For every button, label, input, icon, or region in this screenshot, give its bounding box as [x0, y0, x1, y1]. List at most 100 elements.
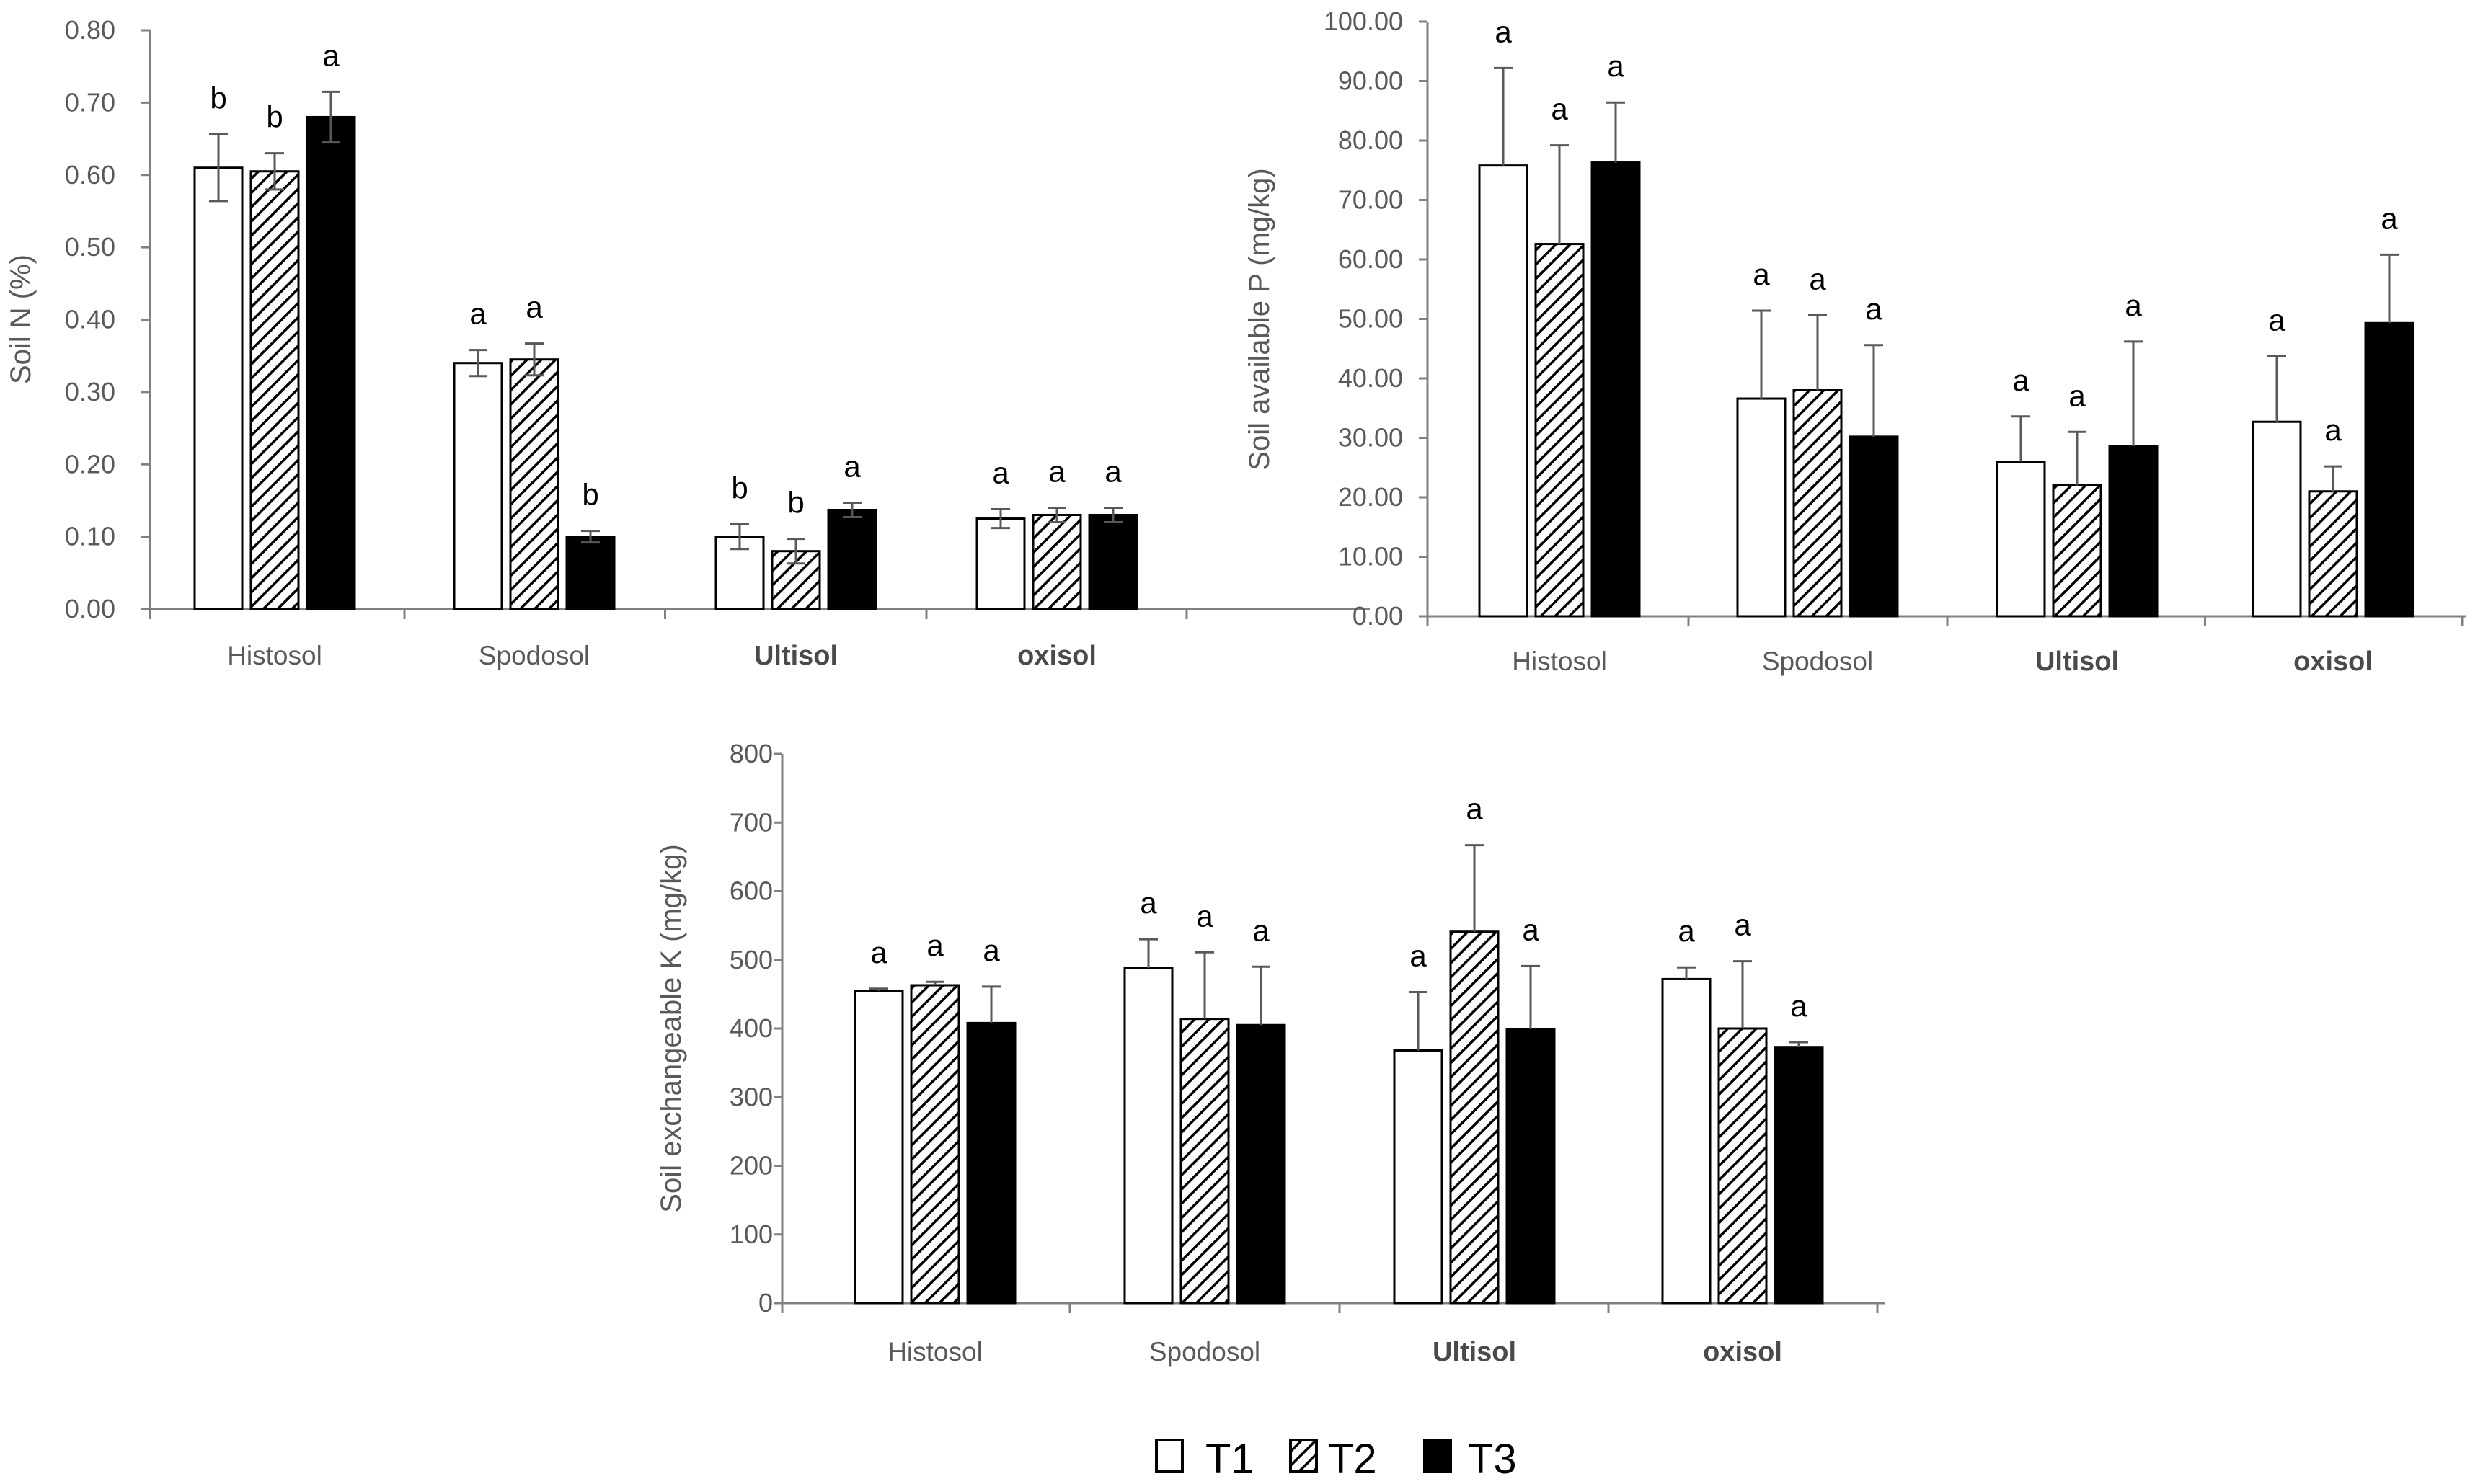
significance-letter: a	[844, 449, 861, 483]
x-category-label: Spodosol	[1762, 647, 1873, 676]
x-category-label: oxisol	[2293, 647, 2373, 677]
soil-p-chart: 0.00 10.00 20.00 30.00 40.00 50.00 60.00 70.00 8…	[1244, 6, 2466, 677]
legend-swatch-t3	[1423, 1439, 1452, 1473]
significance-letter: a	[1865, 292, 1882, 326]
y-tick-label: 20.00	[1338, 482, 1403, 512]
significance-letter: a	[1409, 939, 1427, 973]
significance-letter: a	[1105, 454, 1122, 488]
legend-label-t3: T3	[1468, 1436, 1517, 1483]
y-tick-label: 0.50	[65, 232, 115, 262]
bar-t1-histosol	[1478, 164, 1528, 618]
significance-letter: a	[1678, 914, 1695, 948]
x-category-label: Ultisol	[2035, 647, 2119, 677]
x-category-label: Spodosol	[1149, 1337, 1260, 1367]
bar-t3-ultisol	[1505, 1028, 1556, 1305]
x-category-label: oxisol	[1017, 641, 1097, 671]
bar-t3-oxisol	[1088, 514, 1138, 610]
bar-t2-oxisol	[1717, 1027, 1768, 1305]
x-category-label: Histosol	[887, 1337, 983, 1367]
y-tick-label: 0	[758, 1288, 773, 1318]
y-tick-label: 70.00	[1338, 185, 1403, 215]
y-tick-label: 700	[730, 807, 773, 837]
x-category-label: Ultisol	[1433, 1337, 1516, 1367]
significance-letter: a	[2268, 303, 2285, 337]
bar-t2-histosol	[249, 170, 300, 610]
legend-item-t3: T3	[1423, 1436, 1517, 1483]
bar-t1-spodosol	[453, 362, 503, 610]
y-tick-label: 0.80	[65, 15, 115, 45]
bar-t3-ultisol	[827, 508, 877, 610]
y-axis-title: Soil exchangeable K (mg/kg)	[655, 844, 687, 1212]
bar-t1-histosol	[193, 166, 244, 610]
significance-letter: a	[2068, 378, 2086, 412]
bar-t3-oxisol	[2364, 321, 2414, 618]
significance-letter: b	[787, 486, 804, 520]
legend-item-t1: T1	[1155, 1436, 1254, 1483]
y-tick-label: 60.00	[1338, 244, 1403, 274]
y-tick-label: 90.00	[1338, 66, 1403, 96]
significance-letter: b	[266, 100, 283, 134]
x-category-label: oxisol	[1703, 1337, 1782, 1367]
significance-letter: a	[1522, 912, 1539, 946]
bar-t1-spodosol	[1736, 397, 1787, 618]
bar-t3-histosol	[1590, 161, 1641, 618]
y-tick-label: 40.00	[1338, 363, 1403, 393]
significance-letter: b	[210, 81, 226, 115]
significance-letter: a	[1495, 14, 1512, 48]
significance-letter: a	[992, 456, 1009, 489]
bar-t1-oxisol	[975, 517, 1026, 610]
legend-label-t1: T1	[1205, 1436, 1254, 1483]
bar-t1-oxisol	[1661, 977, 1712, 1305]
y-tick-label: 400	[730, 1013, 773, 1043]
significance-letter: a	[2012, 363, 2029, 397]
bar-t2-spodosol	[509, 358, 559, 610]
bar-t2-ultisol	[1449, 930, 1500, 1305]
significance-letter: a	[1196, 899, 1213, 933]
bar-t3-ultisol	[2108, 445, 2159, 618]
bar-t1-ultisol	[1996, 461, 2046, 618]
bar-t1-spodosol	[1123, 967, 1174, 1305]
bar-t2-oxisol	[2308, 490, 2358, 618]
significance-letter: a	[1048, 454, 1066, 488]
y-tick-label: 100.00	[1324, 6, 1403, 36]
significance-letter: a	[1809, 262, 1826, 296]
significance-letter: a	[870, 936, 887, 969]
y-tick-label: 600	[730, 876, 773, 906]
y-tick-label: 0.00	[65, 594, 115, 623]
y-tick-label: 80.00	[1338, 125, 1403, 155]
soil-k-chart: 0 100 200 300 400 500 600 700 800 Histosol Spodoso…	[655, 739, 1885, 1367]
y-tick-label: 0.00	[1353, 601, 1403, 631]
significance-letter: a	[2125, 288, 2142, 322]
legend-item-t2: T2	[1289, 1436, 1377, 1483]
soil-n-chart: 0.00 0.10 0.20 0.30 0.40 0.50 0.60 0.70 0.80 Hist…	[5, 15, 1370, 671]
bar-t3-histosol	[306, 115, 356, 610]
significance-letter: a	[926, 928, 944, 962]
bar-t2-oxisol	[1032, 514, 1082, 610]
y-axis-title: Soil N (%)	[5, 254, 37, 384]
bar-t1-oxisol	[2252, 420, 2302, 618]
significance-letter: a	[1607, 49, 1624, 83]
y-tick-label: 0.30	[65, 377, 115, 406]
bar-t2-histosol	[910, 984, 960, 1305]
y-tick-label: 0.60	[65, 160, 115, 190]
x-category-label: Ultisol	[754, 641, 838, 671]
bar-t1-ultisol	[1393, 1049, 1443, 1305]
y-axis-title: Soil available P (mg/kg)	[1244, 168, 1275, 470]
y-tick-label: 100	[730, 1219, 773, 1249]
x-category-label: Spodosol	[479, 641, 590, 670]
bar-t2-ultisol	[2052, 484, 2102, 618]
y-tick-label: 200	[730, 1151, 773, 1181]
y-tick-label: 50.00	[1338, 304, 1403, 334]
significance-letter: b	[731, 471, 748, 505]
legend-swatch-t2	[1289, 1439, 1318, 1473]
x-category-label: Histosol	[227, 641, 322, 670]
bar-t3-spodosol	[565, 536, 616, 610]
significance-letter: a	[1466, 792, 1483, 826]
legend: T1 T2 T3	[1155, 1436, 1517, 1483]
significance-letter: a	[2381, 201, 2398, 235]
significance-letter: a	[526, 290, 543, 324]
legend-swatch-t1	[1155, 1439, 1184, 1473]
y-tick-label: 500	[730, 945, 773, 974]
significance-letter: a	[1753, 257, 1770, 291]
